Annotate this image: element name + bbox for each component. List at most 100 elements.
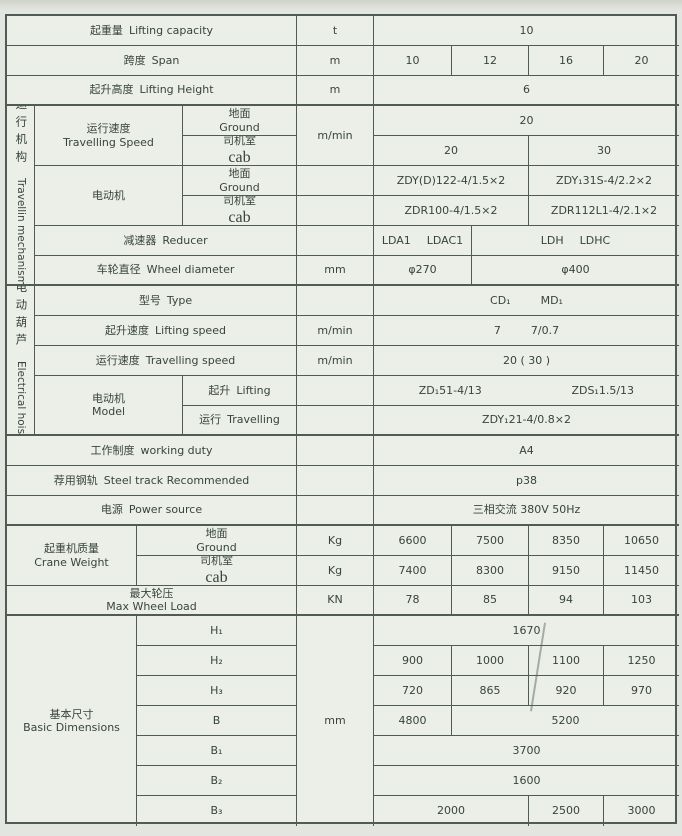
value-text: 16 [559,53,573,67]
dimension-b3-value: 2000 [374,796,529,826]
unit-text: m/min [317,353,353,367]
wheel-diameter-unit: mm [297,256,374,286]
value-text: 20 ( 30 ) [502,353,551,367]
crane-weight-label: 起重机质量 Crane Weight [7,526,137,586]
value-text: 20 [634,53,649,67]
en-text: Type [166,293,193,307]
value-text: φ270 [408,263,437,277]
motor-cab-value: ZDR112L1-4/2.1×2 [529,196,679,226]
value-text: B₂ [210,773,223,787]
basic-dimensions-label: 基本尺寸 Basic Dimensions [7,616,137,826]
motor-cab-value: ZDR100-4/1.5×2 [374,196,529,226]
zh-text: 最大轮压 [129,586,174,600]
reducer-value: LDH LDHC [472,226,679,256]
value-text: 94 [559,593,573,607]
hoist-type-label: 型号 Type [35,286,297,316]
max-wheel-load-value: 103 [604,586,679,616]
en-text: Steel track Recommended [103,473,250,487]
dimension-h2-value: 1100 [529,646,604,676]
lifting-height-value: 6 [374,76,679,106]
value-text: 8300 [476,563,504,577]
crane-weight-ground-unit: Kg [297,526,374,556]
working-duty-label: 工作制度 working duty [7,436,297,466]
crane-spec-table: 起重量 Lifting capacity t 10 跨度 Span m 10 1… [5,14,679,826]
value-text: ZDY₁21-4/0.8×2 [482,413,571,427]
reducer-value: LDA1 LDAC1 [374,226,472,256]
value-text: 7500 [476,533,504,547]
en-text: Lifting speed [155,323,226,337]
value-text: ZDS₁1.5/13 [571,383,635,397]
motor-label: 电动机 [35,166,183,226]
power-source-label: 电源 Power source [7,496,297,526]
value-text: MD₁ [540,293,563,307]
en-text: Travelling speed [145,353,236,367]
value-text: 3700 [512,743,541,757]
value-text: 10 [405,53,420,67]
value-text: LDA1 [381,233,411,247]
en-text: Lifting [236,383,271,397]
value-text: 2500 [552,804,580,818]
power-source-value: 三相交流 380V 50Hz [374,496,679,526]
value-text: 6600 [398,533,427,547]
dimension-h2-value: 1000 [452,646,529,676]
travelling-speed-ground-value: 20 [374,106,679,136]
section-zh-text: 电动葫芦 [14,286,29,352]
value-text: 6 [523,83,530,97]
dimension-b3-label: B₃ [137,796,297,826]
power-source-unit-empty [297,496,374,526]
span-unit: m [297,46,374,76]
value-text: H₂ [210,653,223,667]
value-text: φ400 [561,263,590,277]
hoist-lifting-speed-unit: m/min [297,316,374,346]
hoist-motor-travelling-value: ZDY₁21-4/0.8×2 [374,406,679,436]
dimension-b1-value: 3700 [374,736,679,766]
value-text: 11450 [624,563,659,577]
dimension-h3-value: 865 [452,676,529,706]
motor-ground-unit-empty [297,166,374,196]
dimension-h1-label: H₁ [137,616,297,646]
unit-text: Kg [327,563,343,577]
value-text: 78 [405,593,420,607]
reducer-unit-empty [297,226,374,256]
zh-text: 车轮直径 [96,263,141,277]
crane-weight-ground-value: 7500 [452,526,529,556]
value-text: 85 [483,593,497,607]
dimension-b2-value: 1600 [374,766,679,796]
crane-weight-cab-value: 11450 [604,556,679,586]
zh-text: 起升速度 [105,323,150,337]
span-value: 12 [452,46,529,76]
value-text: 900 [402,653,423,667]
zh-text: 跨度 [123,53,146,67]
zh-text: 地面 [228,107,251,121]
value-text: 7/0.7 [530,323,560,337]
en-text: Ground [219,120,260,134]
crane-weight-cab-value: 7400 [374,556,452,586]
value-text: LDH [540,233,564,247]
zh-text: 司机室 [223,136,256,148]
zh-text: 起升 [208,383,231,397]
value-text: CD₁ [490,293,511,307]
span-label: 跨度 Span [7,46,297,76]
value-text: 20 [519,113,534,127]
en-text: Travelling Speed [63,135,154,149]
value-text: 970 [631,683,652,697]
hoist-motor-travelling-unit-empty [297,406,374,436]
lifting-height-unit: m [297,76,374,106]
value-text: 30 [597,143,611,157]
value-text: LDHC [579,233,611,247]
dimension-h2-label: H₂ [137,646,297,676]
value-text: 1670 [512,623,541,637]
zh-text: 型号 [138,293,161,307]
hoist-motor-lifting-unit-empty [297,376,374,406]
unit-text: m [329,53,341,67]
value-text: 12 [483,53,497,67]
motor-ground-value: ZDY₁31S-4/2.2×2 [529,166,679,196]
zh-text: 地面 [228,167,251,181]
dimension-h1-value: 1670 [374,616,679,646]
lifting-capacity-unit: t [297,16,374,46]
value-text: 9150 [552,563,580,577]
crane-weight-ground-value: 8350 [529,526,604,556]
zh-text: 工作制度 [90,443,135,457]
dimension-h3-value: 970 [604,676,679,706]
wheel-diameter-value: φ400 [472,256,679,286]
